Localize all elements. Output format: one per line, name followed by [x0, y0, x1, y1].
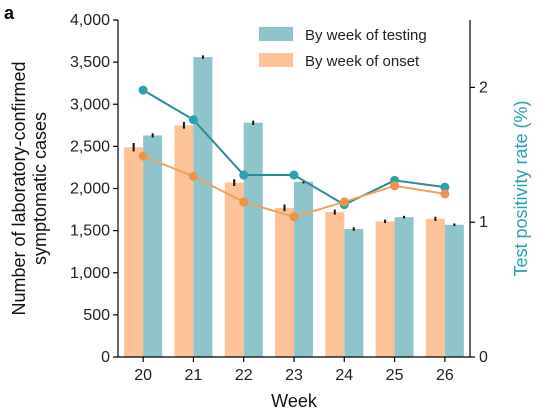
line-point-1-21	[188, 171, 198, 181]
bar-0-21	[174, 125, 194, 357]
x-tick-label-25: 25	[386, 367, 404, 384]
y-axis-title-line-0: Number of laboratory-confirmed	[9, 61, 29, 315]
line-point-0-26	[440, 182, 450, 192]
bar-1-25	[394, 217, 414, 357]
line-point-1-20	[138, 151, 148, 161]
x-axis-title: Week	[271, 391, 318, 411]
x-tick-label-24: 24	[335, 367, 353, 384]
y-axis-title: Number of laboratory-confirmedsymptomati…	[9, 61, 50, 315]
bar-1-26	[444, 224, 464, 357]
axes-layer: 0 500 1,000 1,500 2,000 2,500 3,000 3,500 4,000 0…	[9, 12, 531, 411]
x-tick-label-20: 20	[134, 367, 152, 384]
line-point-1-26	[440, 189, 450, 199]
line-point-1-24	[339, 197, 349, 207]
y-tick-label-4000: 4,000	[70, 12, 110, 29]
panel-label: a	[4, 3, 15, 23]
x-tick-label-21: 21	[185, 367, 203, 384]
y-tick-label-3000: 3,000	[70, 96, 110, 113]
bar-0-22	[224, 182, 244, 357]
y-tick-label-3500: 3,500	[70, 54, 110, 71]
bar-0-20	[124, 147, 144, 357]
legend-swatch-1	[259, 53, 293, 67]
line-point-0-22	[239, 170, 249, 180]
y-tick-label-0: 0	[101, 349, 110, 366]
x-tick-label-23: 23	[285, 367, 303, 384]
line-point-1-25	[390, 181, 400, 191]
y2-axis-title: Test positivity rate (%)	[511, 100, 531, 276]
bar-1-20	[143, 135, 163, 357]
bar-0-23	[275, 207, 294, 357]
bar-1-22	[243, 122, 263, 357]
bar-0-25	[375, 221, 395, 357]
line-point-0-21	[188, 115, 198, 125]
bars-layer	[124, 55, 464, 357]
line-point-1-23	[289, 212, 299, 222]
y-tick-label-500: 500	[83, 307, 110, 324]
legend: By week of testing By week of onset	[259, 27, 427, 70]
x-tick-label-22: 22	[235, 367, 253, 384]
y-tick-label-2500: 2,500	[70, 138, 110, 155]
lines-layer	[138, 85, 450, 222]
legend-swatch-0	[259, 27, 293, 41]
bar-0-24	[325, 212, 345, 357]
y2-tick-label-0: 0	[479, 349, 488, 366]
y-tick-label-2000: 2,000	[70, 181, 110, 198]
bar-0-26	[425, 218, 445, 357]
line-point-0-23	[289, 170, 299, 180]
y2-tick-label-2: 2	[479, 79, 488, 96]
x-tick-label-26: 26	[436, 367, 454, 384]
bar-1-24	[344, 228, 364, 357]
line-point-0-20	[138, 85, 148, 95]
y-tick-label-1000: 1,000	[70, 265, 110, 282]
bar-1-23	[294, 181, 313, 357]
legend-label-0: By week of testing	[305, 27, 427, 44]
y-tick-label-1500: 1,500	[70, 223, 110, 240]
y-axis-title-line-1: symptomatic cases	[30, 112, 50, 265]
line-point-1-22	[239, 197, 249, 207]
y2-tick-label-1: 1	[479, 214, 488, 231]
bar-1-21	[193, 57, 213, 357]
legend-label-1: By week of onset	[305, 53, 420, 70]
